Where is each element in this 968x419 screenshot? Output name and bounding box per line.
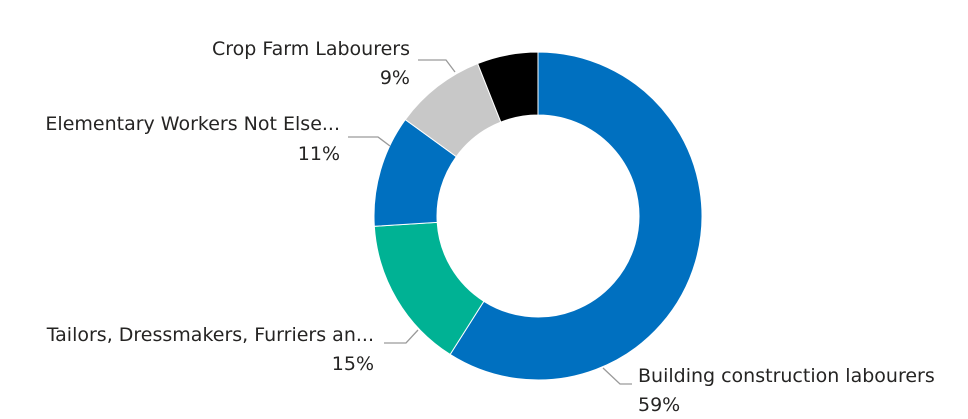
slice-label-value: 9% [380,67,410,89]
slice-label-value: 59% [638,394,680,416]
leader-line [384,329,419,344]
donut-slices [373,51,703,381]
slice-label-name: Crop Farm Labourers [212,38,410,60]
donut-slice [476,51,539,123]
slice-label-value: 15% [332,353,374,375]
slice-label-value: 11% [298,143,340,165]
leader-line [602,367,632,385]
donut-slice [449,51,703,381]
data-labels: Building construction labourers 59% Tail… [45,38,934,416]
slice-label-name: Elementary Workers Not Else... [45,113,340,135]
leader-line [348,136,391,147]
slice-label-name: Tailors, Dressmakers, Furriers an... [46,324,374,346]
slice-label-name: Building construction labourers [638,365,935,387]
leader-line [418,59,456,73]
leader-lines [348,59,632,385]
